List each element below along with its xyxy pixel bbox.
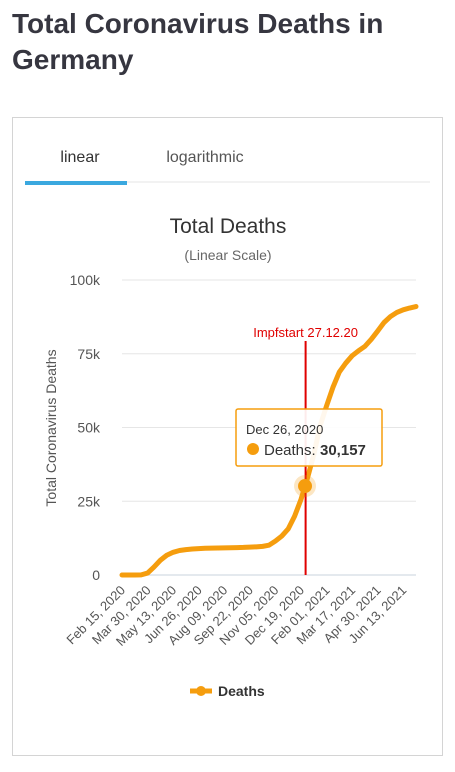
tooltip-date: Dec 26, 2020 [246, 422, 323, 437]
active-tab-indicator [25, 181, 127, 185]
y-tick-label: 0 [92, 567, 100, 583]
tab-linear[interactable]: linear [60, 149, 100, 166]
y-tick-label: 25k [77, 493, 101, 509]
tooltip-marker [247, 443, 259, 455]
chart-subtitle: (Linear Scale) [184, 247, 271, 263]
y-tick-label: 50k [77, 420, 101, 436]
highlight-point [298, 479, 313, 494]
chart-title: Total Deaths [170, 215, 287, 238]
tooltip-box [235, 408, 383, 467]
tab-logarithmic[interactable]: logarithmic [166, 149, 243, 166]
tooltip-series-label: Deaths: [264, 442, 316, 459]
annotation-label: Impfstart 27.12.20 [253, 325, 358, 340]
y-tick-label: 100k [70, 272, 101, 288]
y-tick-label: 75k [77, 346, 101, 362]
data-line [119, 304, 419, 578]
legend-marker [196, 686, 206, 696]
tooltip-value: 30,157 [320, 442, 366, 459]
y-axis-title: Total Coronavirus Deaths [43, 349, 59, 506]
page-title: Total Coronavirus Deaths in Germany [12, 8, 384, 75]
legend-label: Deaths [218, 683, 265, 699]
